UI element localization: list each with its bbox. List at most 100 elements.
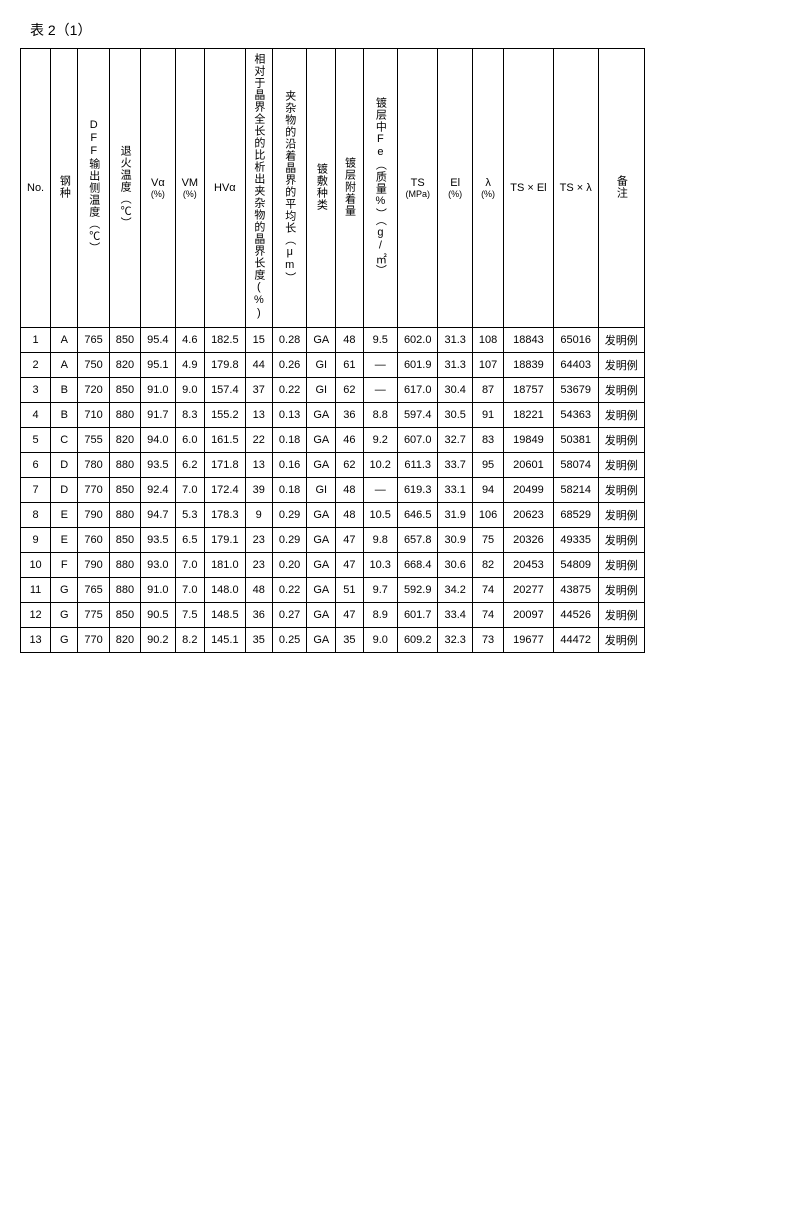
cell-dff: 720 (78, 378, 109, 403)
cell-anneal: 820 (109, 628, 140, 653)
col-header-avglen: 夹杂物的沿着晶界的平均长（μm） (272, 49, 306, 328)
cell-avglen: 0.18 (272, 428, 306, 453)
cell-anneal: 850 (109, 603, 140, 628)
col-header-el: El(%) (438, 49, 472, 328)
cell-remark: 发明例 (598, 553, 644, 578)
cell-adhesion: 62 (336, 378, 363, 403)
cell-vm: 7.0 (175, 553, 205, 578)
col-header-steel: 钢种 (51, 49, 78, 328)
col-header-label: λ (479, 177, 497, 189)
cell-ratio: 48 (245, 578, 272, 603)
cell-hva: 171.8 (205, 453, 246, 478)
cell-remark: 发明例 (598, 478, 644, 503)
col-header-label: 镀敷种类 (314, 163, 328, 211)
cell-avglen: 0.20 (272, 553, 306, 578)
cell-tsel: 20277 (504, 578, 553, 603)
cell-vm: 5.3 (175, 503, 205, 528)
cell-plating: GA (307, 503, 336, 528)
cell-vm: 7.0 (175, 478, 205, 503)
cell-el: 32.3 (438, 628, 472, 653)
cell-dff: 770 (78, 478, 109, 503)
table-row: 7D77085092.47.0172.4390.18GI48—619.333.1… (21, 478, 645, 503)
cell-remark: 发明例 (598, 528, 644, 553)
cell-adhesion: 48 (336, 503, 363, 528)
table-wrapper: No.钢种DFF输出侧温度（℃）退火温度（℃）Vα(%)VM(%)HVα相对于晶… (20, 48, 645, 653)
cell-adhesion: 36 (336, 403, 363, 428)
cell-el: 30.4 (438, 378, 472, 403)
table-row: 13G77082090.28.2145.1350.25GA359.0609.23… (21, 628, 645, 653)
cell-tslambda: 50381 (553, 428, 598, 453)
cell-fe: 8.9 (363, 603, 397, 628)
cell-plating: GA (307, 453, 336, 478)
cell-remark: 发明例 (598, 603, 644, 628)
table-row: 4B71088091.78.3155.2130.13GA368.8597.430… (21, 403, 645, 428)
cell-tsel: 18221 (504, 403, 553, 428)
cell-anneal: 820 (109, 428, 140, 453)
cell-no: 1 (21, 328, 51, 353)
cell-no: 9 (21, 528, 51, 553)
cell-tsel: 18757 (504, 378, 553, 403)
cell-remark: 发明例 (598, 428, 644, 453)
cell-plating: GI (307, 478, 336, 503)
cell-avglen: 0.13 (272, 403, 306, 428)
col-header-ratio: 相对于晶界全长的比析出夹杂物的晶界长度(%) (245, 49, 272, 328)
cell-ratio: 39 (245, 478, 272, 503)
cell-lambda: 82 (472, 553, 503, 578)
cell-remark: 发明例 (598, 353, 644, 378)
table-row: 9E76085093.56.5179.1230.29GA479.8657.830… (21, 528, 645, 553)
cell-plating: GA (307, 578, 336, 603)
cell-hva: 155.2 (205, 403, 246, 428)
cell-vm: 4.9 (175, 353, 205, 378)
cell-adhesion: 48 (336, 478, 363, 503)
cell-hva: 148.5 (205, 603, 246, 628)
cell-el: 30.9 (438, 528, 472, 553)
cell-ts: 602.0 (397, 328, 438, 353)
cell-tsel: 18839 (504, 353, 553, 378)
cell-dff: 765 (78, 578, 109, 603)
cell-remark: 发明例 (598, 453, 644, 478)
cell-va: 90.2 (141, 628, 175, 653)
cell-fe: 10.2 (363, 453, 397, 478)
cell-ratio: 36 (245, 603, 272, 628)
cell-va: 93.5 (141, 528, 175, 553)
cell-dff: 710 (78, 403, 109, 428)
cell-steel: D (51, 478, 78, 503)
col-header-label: (%) (147, 189, 168, 199)
cell-va: 91.0 (141, 578, 175, 603)
col-header-dff: DFF输出侧温度（℃） (78, 49, 109, 328)
cell-hva: 182.5 (205, 328, 246, 353)
cell-adhesion: 35 (336, 628, 363, 653)
cell-avglen: 0.27 (272, 603, 306, 628)
cell-va: 94.7 (141, 503, 175, 528)
cell-anneal: 880 (109, 453, 140, 478)
cell-no: 6 (21, 453, 51, 478)
col-header-label: 备注 (614, 175, 628, 199)
cell-adhesion: 47 (336, 603, 363, 628)
col-header-label: 镀层附着量 (342, 157, 356, 217)
cell-vm: 9.0 (175, 378, 205, 403)
cell-ts: 601.9 (397, 353, 438, 378)
cell-vm: 6.2 (175, 453, 205, 478)
cell-tsel: 20601 (504, 453, 553, 478)
col-header-label: (MPa) (404, 189, 432, 199)
cell-lambda: 107 (472, 353, 503, 378)
table-row: 1A76585095.44.6182.5150.28GA489.5602.031… (21, 328, 645, 353)
cell-ratio: 13 (245, 403, 272, 428)
cell-remark: 发明例 (598, 403, 644, 428)
col-header-label: (%) (182, 189, 199, 199)
cell-ts: 657.8 (397, 528, 438, 553)
cell-dff: 755 (78, 428, 109, 453)
cell-ts: 592.9 (397, 578, 438, 603)
cell-adhesion: 61 (336, 353, 363, 378)
cell-adhesion: 62 (336, 453, 363, 478)
cell-el: 33.1 (438, 478, 472, 503)
cell-tsel: 20097 (504, 603, 553, 628)
cell-lambda: 95 (472, 453, 503, 478)
cell-lambda: 75 (472, 528, 503, 553)
col-header-label: (%) (479, 189, 497, 199)
cell-el: 30.6 (438, 553, 472, 578)
cell-dff: 770 (78, 628, 109, 653)
cell-anneal: 880 (109, 578, 140, 603)
table-row: 2A75082095.14.9179.8440.26GI61—601.931.3… (21, 353, 645, 378)
cell-lambda: 74 (472, 603, 503, 628)
